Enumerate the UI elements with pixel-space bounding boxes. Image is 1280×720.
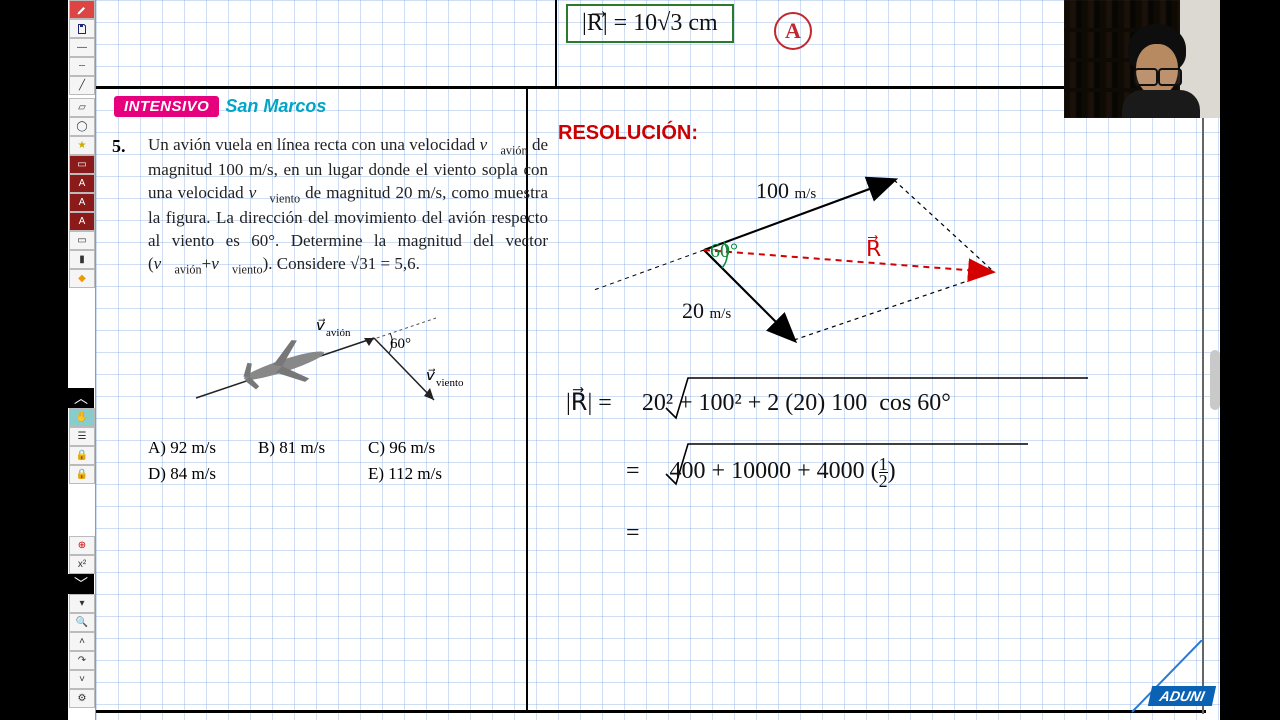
eq-line3: = [626,520,640,547]
tool-pen[interactable] [69,0,95,19]
svg-text:v⃗: v⃗ [426,368,436,384]
tool-fx[interactable]: x² [69,555,95,574]
nav-up-icon[interactable]: ︿ [68,388,94,408]
label-100: 100 m/s [756,178,816,204]
problem-number: 5. [112,136,126,157]
course-badge: INTENSIVO San Marcos [114,96,326,117]
tool-text-a[interactable]: A [69,174,95,193]
tool-marker[interactable]: ◆ [69,269,95,288]
tool-text-c[interactable]: A [69,212,95,231]
label-R: R⃗ [866,236,881,262]
tool-down[interactable]: ˅ [69,670,95,689]
choice-c: C) 96 m/s [368,438,478,458]
badge-pill: INTENSIVO [114,96,219,117]
whiteboard-canvas[interactable]: |R→| = 10√3 cm A INTENSIVO San Marcos 5.… [96,0,1220,720]
choice-e: E) 112 m/s [368,464,478,484]
tool-up[interactable]: ˄ [69,632,95,651]
tool-erase[interactable]: ▱ [69,98,95,117]
tool-redo[interactable]: ↷ [69,651,95,670]
tool-save[interactable] [69,19,95,38]
divider-vert-top [555,0,557,86]
answer-choices: A) 92 m/s B) 81 m/s C) 96 m/s D) 84 m/s … [148,438,478,484]
prev-answer-choice: A [774,12,812,50]
tool-minus[interactable]: — [69,38,95,57]
tool-circle[interactable]: ◯ [69,117,95,136]
tool-rect-a[interactable]: ▭ [69,155,95,174]
tool-lock-b[interactable]: 🔒 [69,465,95,484]
tool-dash[interactable]: ┄ [69,57,95,76]
tool-lock-a[interactable]: 🔒 [69,446,95,465]
choice-a: A) 92 m/s [148,438,258,458]
svg-text:60°: 60° [390,336,411,352]
prev-answer-text: |R→| = 10√3 cm [582,10,718,36]
svg-text:avión: avión [326,327,351,339]
tool-zoom[interactable]: ⊕ [69,536,95,555]
scrollbar-thumb[interactable] [1210,350,1220,410]
tool-star[interactable]: ★ [69,136,95,155]
svg-text:v⃗: v⃗ [316,318,326,334]
footer-brand: ADUNI [1148,686,1217,706]
tool-search[interactable]: 🔍 [69,613,95,632]
resolution-title: RESOLUCIÓN: [558,122,698,145]
eq-line1: |R⃗| = 20² + 100² + 2 (20) 100 cos 60° [566,388,951,417]
label-20: 20 m/s [682,298,731,324]
toolbar: — ┄ ╱ ▱ ◯ ★ ▭ A A A ▭ ▮ ◆ ︿ ✋ ☰ 🔒 🔒 ⊕ x²… [68,0,96,720]
svg-text:viento: viento [436,377,464,389]
tool-layers[interactable]: ☰ [69,427,95,446]
divider-top [96,86,1206,89]
webcam-overlay [1064,0,1220,118]
problem-figure: v⃗ avión 60° v⃗ viento [176,300,476,420]
problem-text: Un avión vuela en línea recta con una ve… [148,134,548,278]
tool-undo[interactable]: ▾ [69,594,95,613]
prev-answer-box: |R→| = 10√3 cm [566,4,734,43]
choice-d: D) 84 m/s [148,464,258,484]
tool-text-b[interactable]: A [69,193,95,212]
prev-answer-choice-text: A [785,18,801,44]
tool-line[interactable]: ╱ [69,76,95,95]
divider-bottom [96,710,1206,713]
tool-fill[interactable]: ▮ [69,250,95,269]
tool-text-d[interactable]: ▭ [69,231,95,250]
tool-hand[interactable]: ✋ [69,408,95,427]
eq-line2: = 400 + 10000 + 4000 (12) [626,456,896,489]
label-angle: 60° [710,240,738,263]
badge-brand: San Marcos [225,96,326,117]
choice-b: B) 81 m/s [258,438,368,458]
tool-gear[interactable]: ⚙ [69,689,95,708]
letterbox-left [0,0,68,720]
app-stage: — ┄ ╱ ▱ ◯ ★ ▭ A A A ▭ ▮ ◆ ︿ ✋ ☰ 🔒 🔒 ⊕ x²… [0,0,1280,720]
nav-down-icon[interactable]: ﹀ [68,574,94,594]
letterbox-right [1220,0,1280,720]
